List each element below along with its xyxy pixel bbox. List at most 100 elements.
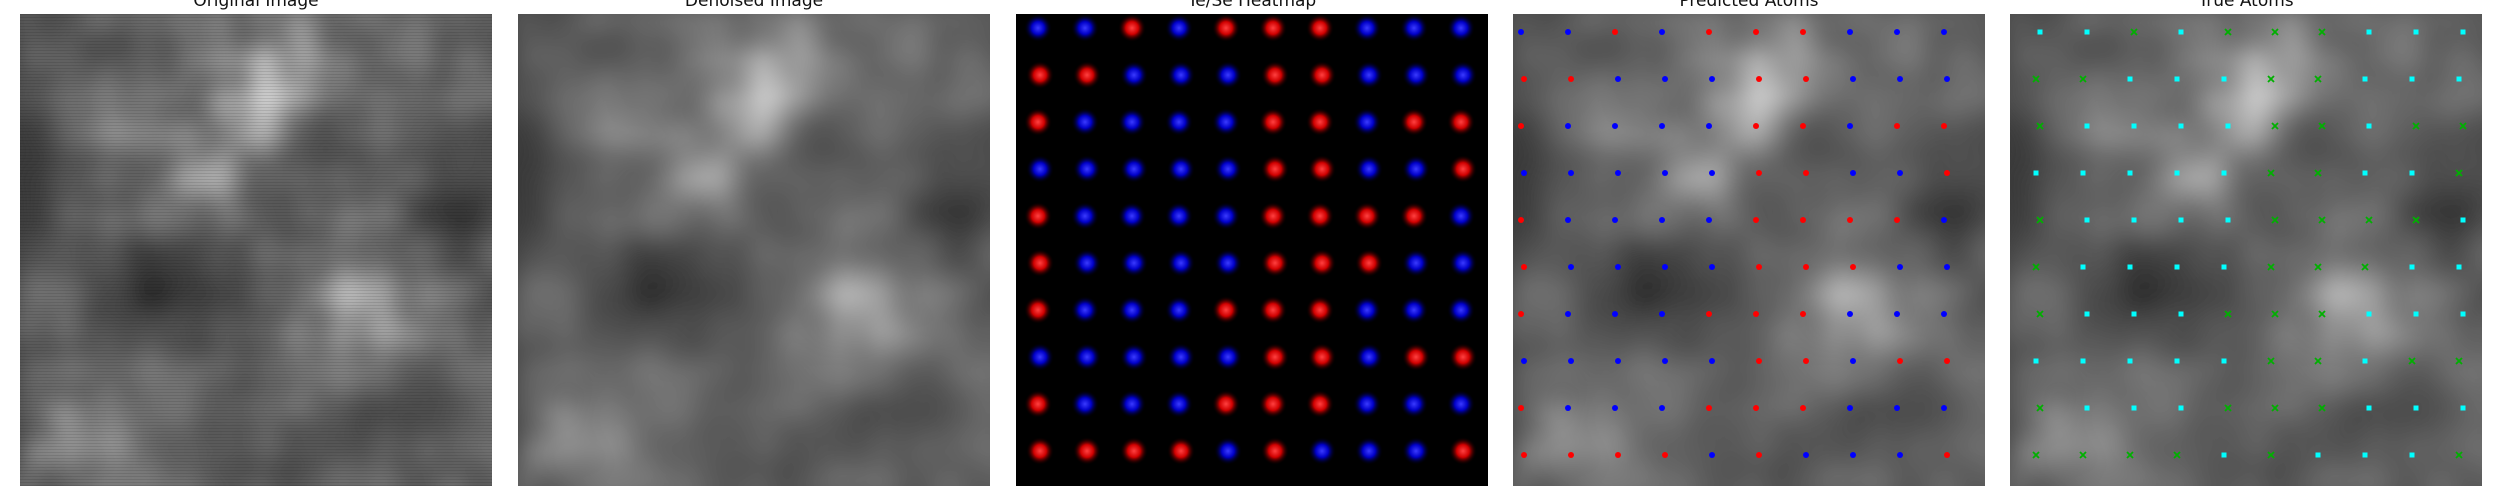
image-intensity-blob: [779, 76, 818, 115]
image-intensity-blob: [900, 39, 939, 78]
image-intensity-blob: [980, 41, 990, 76]
true-atom-square-marker: [2409, 170, 2415, 176]
image-intensity-blob: [933, 471, 970, 486]
image-intensity-blob: [1816, 14, 1858, 38]
image-intensity-blob: [518, 193, 556, 233]
true-atom-square-marker: [2366, 405, 2372, 411]
image-intensity-blob: [1657, 77, 1691, 111]
te-heat-spot: [1447, 108, 1475, 136]
true-atom-x-marker: [2365, 216, 2373, 224]
true-atom-square-marker: [2221, 452, 2227, 458]
true-atom-square-marker: [2221, 358, 2227, 364]
image-intensity-blob: [1776, 389, 1810, 424]
true-atom-square-marker: [2174, 264, 2180, 270]
image-intensity-blob: [518, 269, 556, 313]
te-heat-spot: [1024, 202, 1052, 230]
se-heat-spot: [1447, 296, 1475, 324]
image-intensity-blob: [630, 275, 670, 315]
te-heat-spot: [1261, 155, 1289, 183]
image-intensity-blob: [624, 389, 669, 434]
se-heat-spot: [1073, 249, 1101, 277]
image-intensity-blob: [2075, 14, 2111, 36]
image-intensity-blob: [1942, 42, 1978, 78]
predicted-se-atom: [1565, 29, 1571, 35]
image-intensity-blob: [2466, 14, 2482, 39]
image-intensity-blob: [2238, 239, 2271, 272]
true-atom-square-marker: [2366, 311, 2372, 317]
te-heat-spot: [1261, 249, 1289, 277]
image-intensity-blob: [542, 232, 583, 274]
predicted-atoms-title: Predicted Atoms: [1679, 0, 1819, 11]
true-atom-square-marker: [2131, 217, 2137, 223]
se-heat-spot: [1120, 61, 1148, 89]
predicted-se-atom: [1894, 311, 1900, 317]
image-intensity-blob: [591, 425, 634, 468]
image-intensity-blob: [546, 14, 588, 44]
true-atom-x-marker: [2408, 357, 2416, 365]
true-atom-square-marker: [2174, 170, 2180, 176]
predicted-te-atom: [1756, 358, 1762, 364]
te-heat-spot: [1259, 390, 1287, 418]
se-heat-spot: [1165, 108, 1193, 136]
image-intensity-blob: [712, 275, 747, 310]
image-intensity-blob: [1513, 236, 1540, 269]
true-atom-x-marker: [2314, 263, 2322, 271]
image-intensity-blob: [1547, 353, 1584, 389]
image-intensity-blob: [933, 314, 972, 353]
se-heat-spot: [1449, 61, 1477, 89]
image-intensity-blob: [981, 354, 990, 383]
se-heat-spot: [1353, 296, 1381, 324]
image-intensity-blob: [1815, 160, 1851, 196]
image-intensity-blob: [901, 114, 942, 155]
image-intensity-blob: [894, 159, 930, 194]
image-intensity-blob: [2428, 233, 2463, 268]
image-intensity-blob: [518, 312, 541, 345]
se-heat-spot: [1447, 14, 1475, 42]
image-intensity-blob: [1736, 472, 1772, 486]
image-intensity-blob: [866, 198, 903, 234]
true-atom-x-marker: [2318, 28, 2326, 36]
te-heat-spot: [1306, 296, 1334, 324]
image-intensity-blob: [2151, 230, 2191, 270]
predicted-se-atom: [1662, 170, 1668, 176]
predicted-se-atom: [1941, 405, 1947, 411]
image-intensity-blob: [1784, 430, 1820, 466]
image-intensity-blob: [2436, 427, 2478, 468]
predicted-se-atom: [1897, 170, 1903, 176]
te-heat-spot: [1306, 390, 1334, 418]
image-intensity-blob: [1513, 38, 1544, 73]
image-intensity-blob: [2268, 313, 2307, 352]
image-intensity-blob: [1654, 230, 1694, 270]
te-heat-spot: [1024, 390, 1052, 418]
predicted-se-atom: [1706, 123, 1712, 129]
image-intensity-blob: [985, 202, 990, 227]
image-intensity-blob: [1698, 83, 1735, 120]
image-intensity-blob: [1657, 14, 1695, 39]
image-intensity-blob: [2194, 389, 2235, 431]
image-intensity-blob: [1690, 155, 1734, 200]
image-intensity-blob: [2398, 276, 2438, 316]
image-intensity-blob: [1704, 117, 1746, 159]
predicted-te-atom: [1518, 405, 1524, 411]
predicted-se-atom: [1709, 76, 1715, 82]
image-intensity-blob: [2388, 317, 2424, 354]
image-intensity-blob: [545, 79, 585, 119]
image-intensity-blob: [622, 14, 662, 39]
image-intensity-blob: [892, 14, 936, 45]
predicted-te-atom: [1800, 311, 1806, 317]
predicted-te-atom: [1706, 311, 1712, 317]
image-intensity-blob: [2083, 112, 2126, 155]
image-intensity-blob: [584, 74, 625, 116]
image-intensity-blob: [592, 201, 628, 237]
image-intensity-blob: [2010, 473, 2031, 486]
image-intensity-blob: [2469, 466, 2482, 486]
te-heat-spot: [1026, 61, 1054, 89]
image-intensity-blob: [1853, 463, 1896, 486]
image-intensity-blob: [2151, 311, 2189, 349]
image-intensity-blob: [2084, 201, 2120, 237]
image-intensity-blob: [742, 195, 786, 240]
image-intensity-blob: [1972, 466, 1985, 486]
image-intensity-blob: [1737, 76, 1779, 118]
te-heat-spot: [1026, 249, 1054, 277]
image-intensity-blob: [1780, 39, 1817, 76]
